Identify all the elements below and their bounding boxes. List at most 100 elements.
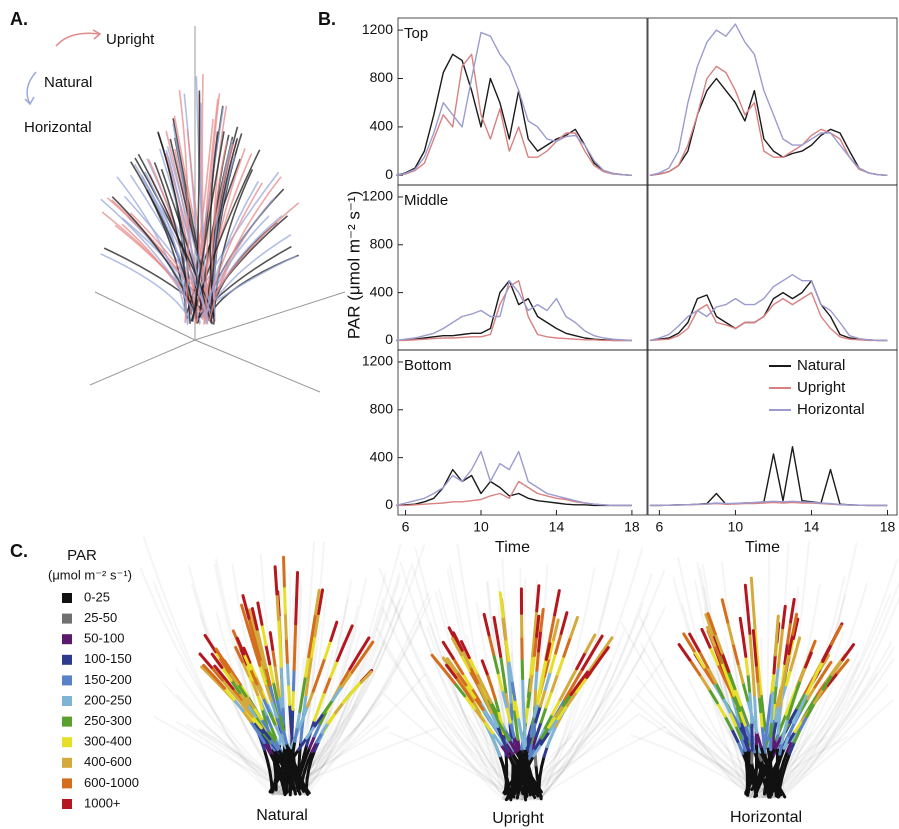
leaf-segment (575, 675, 589, 694)
leaf-segment (753, 627, 759, 654)
leaf-segment (514, 723, 520, 741)
leaf (153, 162, 191, 324)
leaf-segment (267, 709, 277, 726)
leaf-segment (200, 665, 215, 680)
legend-swatch (62, 675, 72, 686)
leaf-segment (836, 658, 850, 675)
leaf-segment (293, 622, 298, 649)
leaf-segment (561, 693, 573, 708)
leaf-segment (539, 705, 548, 724)
leaf-segment (789, 652, 797, 672)
leaf-segment (359, 670, 373, 684)
leaf-segment (682, 632, 696, 653)
leaf-segment (248, 608, 257, 632)
leaf-segment (350, 655, 364, 674)
leaf-segment (510, 679, 517, 702)
leaf (205, 93, 221, 314)
leaf-segment (550, 672, 560, 693)
leaf-segment (779, 759, 786, 773)
leaf-segment (539, 730, 551, 746)
leaf-segment (756, 679, 761, 699)
leaf-segment (527, 747, 537, 761)
legend-swatch (62, 716, 72, 727)
leaf-segment (787, 706, 799, 724)
leaf-segment (501, 615, 508, 641)
leaf-segment (234, 645, 245, 664)
leaf-segment (275, 715, 284, 734)
background-leaf (676, 556, 752, 799)
background-leaf (305, 713, 383, 796)
leaf-segment (532, 634, 539, 657)
leaf-segment (276, 747, 288, 762)
series-line (395, 450, 632, 507)
leaf-segment (751, 629, 757, 650)
leaf-segment (514, 750, 525, 765)
leaf-segment (840, 643, 856, 662)
leaf-segment (293, 725, 299, 743)
leaf-segment (774, 704, 781, 723)
leaf-segment (688, 658, 702, 677)
legend-label: 150-200 (84, 672, 132, 687)
leaf-segment (548, 651, 558, 674)
leaf-segment (744, 761, 749, 776)
series-line (649, 77, 888, 176)
leaf-segment (595, 646, 610, 665)
leaf-segment (326, 711, 337, 725)
leaf-segment (340, 670, 354, 688)
leaf-segment (543, 712, 554, 730)
leaf-segment (463, 694, 477, 711)
leaf-segment (300, 757, 307, 771)
leaf-segment (504, 788, 514, 802)
leaf-segment (255, 682, 265, 700)
leaf-segment (213, 675, 227, 690)
leaf-segment (220, 678, 235, 695)
leaf-segment (526, 760, 533, 777)
leaf-segment (787, 721, 796, 738)
leaf-segment (713, 632, 724, 655)
leaf-segment (530, 653, 536, 676)
leaf-segment (713, 643, 724, 665)
series-line (649, 291, 888, 342)
leaf-segment (541, 657, 548, 677)
leaf-segment (489, 719, 501, 734)
leaf-segment (288, 703, 293, 725)
leaf-segment (430, 653, 445, 671)
leaf-segment (274, 757, 282, 771)
leaf-segment (297, 753, 302, 769)
leaf-segment (297, 777, 308, 790)
leaf-segment (317, 656, 327, 677)
leaf-segment (305, 768, 311, 781)
leaf-segment (203, 633, 218, 654)
leaf-segment (313, 705, 321, 722)
plot-frame (397, 184, 648, 351)
leaf-segment (290, 725, 294, 746)
leaf-segment (507, 754, 518, 769)
leaf-segment (302, 693, 308, 714)
plot-frame (647, 17, 898, 186)
background-leaf (535, 549, 621, 801)
y-tick-label: 1200 (362, 353, 393, 369)
leaf-segment (700, 627, 712, 649)
leaf-segment (772, 719, 778, 738)
leaf-segment (519, 731, 526, 751)
axis-3d (94, 291, 196, 341)
leaf-segment (255, 627, 264, 651)
leaf-segment (303, 746, 312, 761)
leaf-segment (278, 734, 288, 750)
leaf-segment (290, 765, 297, 780)
leaf-segment (222, 659, 235, 675)
leaf (165, 149, 209, 324)
leaf-segment (746, 672, 752, 693)
leaf-segment (528, 741, 533, 756)
leaf-segment (732, 693, 742, 713)
leaf-segment (530, 632, 537, 659)
leaf-segment (805, 701, 817, 718)
leaf-segment (830, 624, 843, 646)
leaf-segment (677, 643, 692, 662)
leaf-segment (716, 662, 727, 683)
leaf-segment (285, 775, 291, 788)
series-line (396, 280, 632, 342)
background-leaf (152, 581, 284, 796)
leaf-segment (268, 662, 275, 684)
